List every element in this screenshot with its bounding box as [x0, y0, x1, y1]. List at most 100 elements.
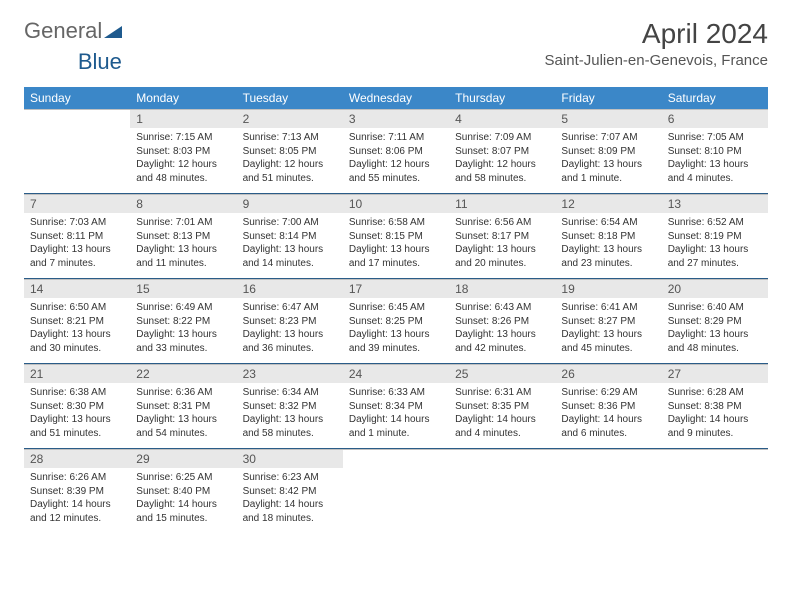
sunrise-text: Sunrise: 6:43 AM	[455, 301, 549, 315]
sunset-text: Sunset: 8:23 PM	[243, 315, 337, 329]
sunset-text: Sunset: 8:34 PM	[349, 400, 443, 414]
day-number-cell: 24	[343, 365, 449, 384]
sunrise-text: Sunrise: 6:29 AM	[561, 386, 655, 400]
day-detail-cell: Sunrise: 6:58 AMSunset: 8:15 PMDaylight:…	[343, 213, 449, 279]
daylight-text: Daylight: 12 hours and 55 minutes.	[349, 158, 443, 185]
day-detail-cell: Sunrise: 6:38 AMSunset: 8:30 PMDaylight:…	[24, 383, 130, 449]
sunset-text: Sunset: 8:35 PM	[455, 400, 549, 414]
day-number-cell: 9	[237, 195, 343, 214]
logo: General	[24, 18, 122, 44]
daylight-text: Daylight: 13 hours and 27 minutes.	[668, 243, 762, 270]
day-detail-cell: Sunrise: 6:45 AMSunset: 8:25 PMDaylight:…	[343, 298, 449, 364]
sunset-text: Sunset: 8:39 PM	[30, 485, 124, 499]
sunrise-text: Sunrise: 6:47 AM	[243, 301, 337, 315]
sunrise-text: Sunrise: 7:03 AM	[30, 216, 124, 230]
day-detail-cell: Sunrise: 6:29 AMSunset: 8:36 PMDaylight:…	[555, 383, 661, 449]
sunset-text: Sunset: 8:21 PM	[30, 315, 124, 329]
sunrise-text: Sunrise: 7:15 AM	[136, 131, 230, 145]
day-number-cell	[449, 450, 555, 469]
sunrise-text: Sunrise: 6:34 AM	[243, 386, 337, 400]
day-detail-cell: Sunrise: 6:31 AMSunset: 8:35 PMDaylight:…	[449, 383, 555, 449]
sunset-text: Sunset: 8:26 PM	[455, 315, 549, 329]
day-detail-cell	[343, 468, 449, 533]
day-detail-row: Sunrise: 6:50 AMSunset: 8:21 PMDaylight:…	[24, 298, 768, 364]
day-detail-cell: Sunrise: 7:01 AMSunset: 8:13 PMDaylight:…	[130, 213, 236, 279]
day-detail-row: Sunrise: 7:03 AMSunset: 8:11 PMDaylight:…	[24, 213, 768, 279]
day-number-cell: 29	[130, 450, 236, 469]
day-detail-cell: Sunrise: 6:56 AMSunset: 8:17 PMDaylight:…	[449, 213, 555, 279]
sunset-text: Sunset: 8:18 PM	[561, 230, 655, 244]
daylight-text: Daylight: 13 hours and 14 minutes.	[243, 243, 337, 270]
day-detail-cell: Sunrise: 6:33 AMSunset: 8:34 PMDaylight:…	[343, 383, 449, 449]
daylight-text: Daylight: 13 hours and 11 minutes.	[136, 243, 230, 270]
daylight-text: Daylight: 12 hours and 48 minutes.	[136, 158, 230, 185]
day-detail-cell: Sunrise: 6:26 AMSunset: 8:39 PMDaylight:…	[24, 468, 130, 533]
sunrise-text: Sunrise: 6:40 AM	[668, 301, 762, 315]
day-number-cell	[662, 450, 768, 469]
day-number-cell: 18	[449, 280, 555, 299]
sunset-text: Sunset: 8:03 PM	[136, 145, 230, 159]
daylight-text: Daylight: 13 hours and 30 minutes.	[30, 328, 124, 355]
day-number-cell	[24, 110, 130, 129]
day-detail-cell	[662, 468, 768, 533]
day-number-cell: 25	[449, 365, 555, 384]
daylight-text: Daylight: 13 hours and 7 minutes.	[30, 243, 124, 270]
sunset-text: Sunset: 8:11 PM	[30, 230, 124, 244]
day-detail-cell: Sunrise: 6:40 AMSunset: 8:29 PMDaylight:…	[662, 298, 768, 364]
daylight-text: Daylight: 14 hours and 1 minute.	[349, 413, 443, 440]
day-detail-cell: Sunrise: 7:07 AMSunset: 8:09 PMDaylight:…	[555, 128, 661, 194]
sunset-text: Sunset: 8:07 PM	[455, 145, 549, 159]
sunset-text: Sunset: 8:36 PM	[561, 400, 655, 414]
day-number-cell: 23	[237, 365, 343, 384]
day-number-cell: 8	[130, 195, 236, 214]
day-number-cell: 30	[237, 450, 343, 469]
day-detail-cell: Sunrise: 7:05 AMSunset: 8:10 PMDaylight:…	[662, 128, 768, 194]
daylight-text: Daylight: 14 hours and 15 minutes.	[136, 498, 230, 525]
day-number-cell: 3	[343, 110, 449, 129]
day-detail-cell: Sunrise: 6:25 AMSunset: 8:40 PMDaylight:…	[130, 468, 236, 533]
weekday-header: Thursday	[449, 87, 555, 110]
day-number-row: 21222324252627	[24, 365, 768, 384]
day-detail-cell: Sunrise: 6:34 AMSunset: 8:32 PMDaylight:…	[237, 383, 343, 449]
day-detail-cell: Sunrise: 6:23 AMSunset: 8:42 PMDaylight:…	[237, 468, 343, 533]
day-number-cell: 4	[449, 110, 555, 129]
day-detail-cell	[449, 468, 555, 533]
daylight-text: Daylight: 13 hours and 58 minutes.	[243, 413, 337, 440]
daylight-text: Daylight: 13 hours and 39 minutes.	[349, 328, 443, 355]
sunrise-text: Sunrise: 6:28 AM	[668, 386, 762, 400]
day-number-cell: 16	[237, 280, 343, 299]
day-detail-row: Sunrise: 6:26 AMSunset: 8:39 PMDaylight:…	[24, 468, 768, 533]
sunset-text: Sunset: 8:13 PM	[136, 230, 230, 244]
day-number-cell: 14	[24, 280, 130, 299]
day-number-cell: 17	[343, 280, 449, 299]
daylight-text: Daylight: 13 hours and 4 minutes.	[668, 158, 762, 185]
weekday-header: Friday	[555, 87, 661, 110]
sunrise-text: Sunrise: 6:41 AM	[561, 301, 655, 315]
day-number-row: 282930	[24, 450, 768, 469]
day-number-cell: 28	[24, 450, 130, 469]
weekday-header: Tuesday	[237, 87, 343, 110]
logo-text-general: General	[24, 18, 102, 44]
daylight-text: Daylight: 13 hours and 23 minutes.	[561, 243, 655, 270]
sunrise-text: Sunrise: 6:31 AM	[455, 386, 549, 400]
day-detail-row: Sunrise: 6:38 AMSunset: 8:30 PMDaylight:…	[24, 383, 768, 449]
sunrise-text: Sunrise: 6:50 AM	[30, 301, 124, 315]
weekday-header: Saturday	[662, 87, 768, 110]
sunrise-text: Sunrise: 6:38 AM	[30, 386, 124, 400]
daylight-text: Daylight: 13 hours and 48 minutes.	[668, 328, 762, 355]
sunrise-text: Sunrise: 7:09 AM	[455, 131, 549, 145]
sunrise-text: Sunrise: 6:23 AM	[243, 471, 337, 485]
daylight-text: Daylight: 13 hours and 42 minutes.	[455, 328, 549, 355]
sunset-text: Sunset: 8:19 PM	[668, 230, 762, 244]
month-title: April 2024	[545, 18, 768, 50]
day-detail-cell: Sunrise: 7:15 AMSunset: 8:03 PMDaylight:…	[130, 128, 236, 194]
sunrise-text: Sunrise: 6:58 AM	[349, 216, 443, 230]
day-detail-cell	[24, 128, 130, 194]
sunrise-text: Sunrise: 7:07 AM	[561, 131, 655, 145]
day-number-cell: 27	[662, 365, 768, 384]
day-detail-cell: Sunrise: 6:49 AMSunset: 8:22 PMDaylight:…	[130, 298, 236, 364]
day-number-cell: 26	[555, 365, 661, 384]
day-detail-cell: Sunrise: 6:28 AMSunset: 8:38 PMDaylight:…	[662, 383, 768, 449]
sunset-text: Sunset: 8:10 PM	[668, 145, 762, 159]
day-detail-cell: Sunrise: 6:36 AMSunset: 8:31 PMDaylight:…	[130, 383, 236, 449]
